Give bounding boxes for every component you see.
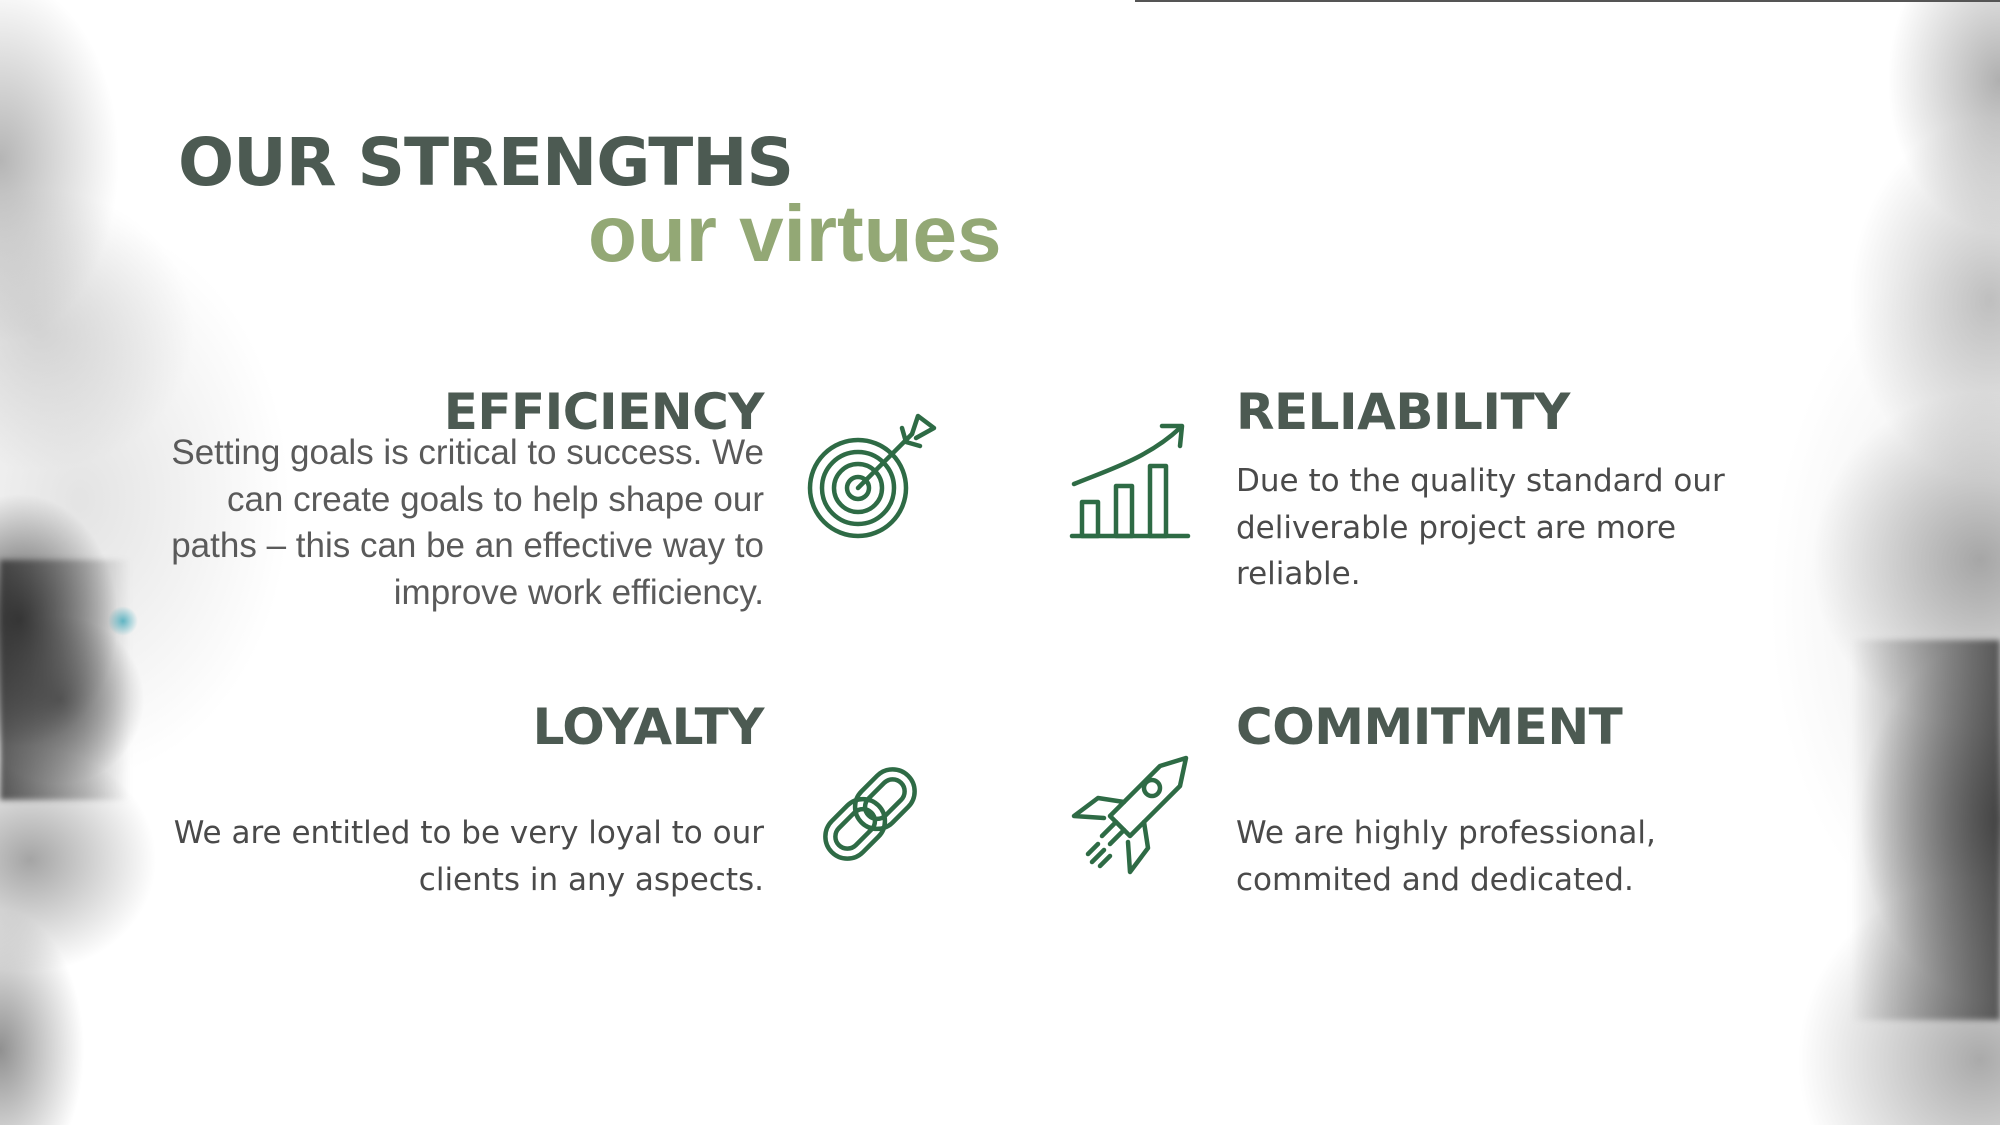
watercolor-right-dark-patch (1850, 640, 2000, 1020)
growth-chart-icon (1068, 418, 1193, 543)
commitment-heading: COMMITMENT (1236, 698, 1623, 756)
watercolor-teal-spot (108, 606, 138, 636)
page-title: OUR STRENGTHS (178, 124, 794, 201)
chain-link-icon (808, 752, 933, 877)
reliability-heading: RELIABILITY (1236, 383, 1570, 441)
page-subtitle: our virtues (588, 189, 1002, 278)
loyalty-heading: LOYALTY (532, 698, 765, 756)
watercolor-left-dark-patch (0, 560, 130, 800)
commitment-text: We are highly professional, commited and… (1236, 815, 1656, 898)
reliability-text: Due to the quality standard our delivera… (1236, 463, 1725, 592)
rocket-icon (1068, 752, 1193, 877)
top-divider-line (1135, 0, 2000, 2)
loyalty-text: We are entitled to be very loyal to our … (173, 815, 764, 898)
target-icon (800, 412, 940, 547)
efficiency-text: Setting goals is critical to success. We… (171, 433, 764, 612)
efficiency-heading: EFFICIENCY (443, 383, 765, 441)
